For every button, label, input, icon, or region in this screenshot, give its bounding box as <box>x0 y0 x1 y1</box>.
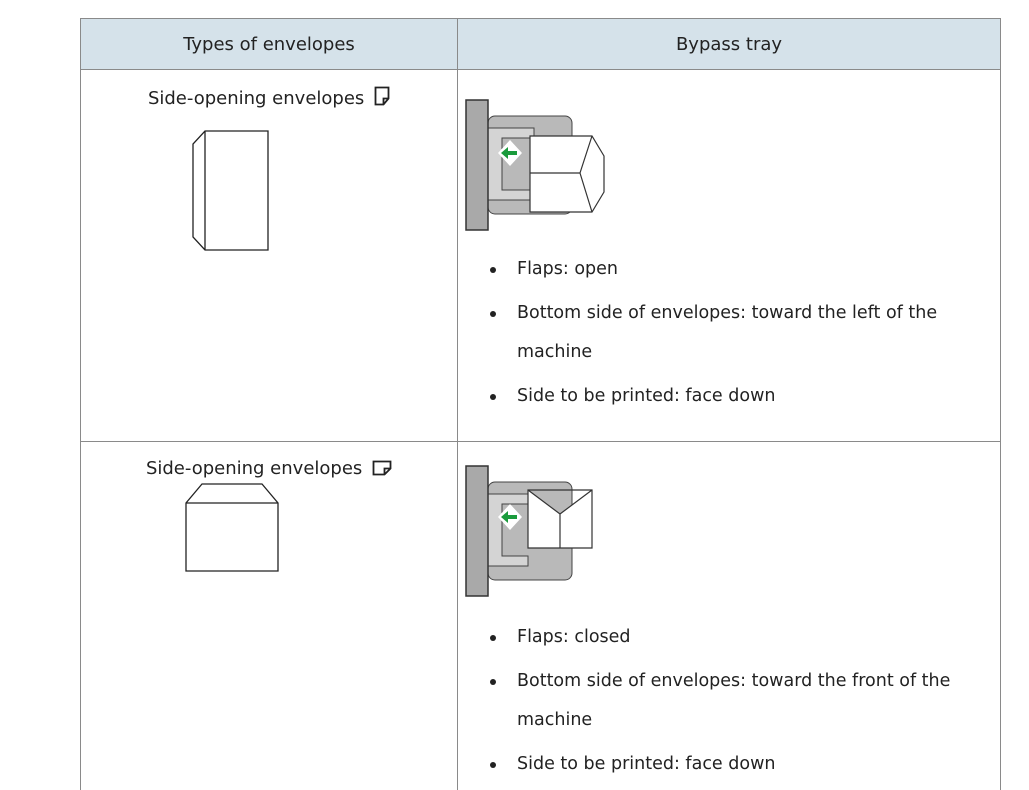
bullet-item: Side to be printed: face down <box>490 377 977 416</box>
header-cell: Bypass tray <box>457 18 1001 70</box>
type-cell: Side-opening envelopes <box>81 86 457 109</box>
header-cell: Types of envelopes <box>80 18 458 70</box>
portrait-icon <box>374 86 390 106</box>
tray-illustration <box>465 99 605 231</box>
bullet-list: Flaps: open Bottom side of envelopes: tow… <box>490 250 977 421</box>
type-label: Side-opening envelopes <box>145 458 363 479</box>
bullet-list: Flaps: closed Bottom side of envelopes: t… <box>490 618 977 789</box>
bullet-item: Bottom side of envelopes: toward the lef… <box>490 294 977 372</box>
tray-illustration <box>465 465 593 597</box>
envelope-landscape <box>185 483 279 572</box>
bullet-item: Flaps: open <box>490 250 977 289</box>
bullet-item: Flaps: closed <box>490 618 977 657</box>
border <box>80 70 81 790</box>
type-cell: Side-opening envelopes <box>81 458 457 479</box>
border <box>80 441 1001 442</box>
border <box>457 70 458 790</box>
bullet-item: Side to be printed: face down <box>490 745 977 784</box>
header-text: Bypass tray <box>675 33 783 55</box>
type-label: Side-opening envelopes <box>147 88 365 109</box>
header-text: Types of envelopes <box>183 33 355 55</box>
bullet-item: Bottom side of envelopes: toward the fro… <box>490 662 977 740</box>
landscape-icon <box>372 460 392 476</box>
envelope-portrait <box>192 130 269 251</box>
border <box>1000 70 1001 790</box>
